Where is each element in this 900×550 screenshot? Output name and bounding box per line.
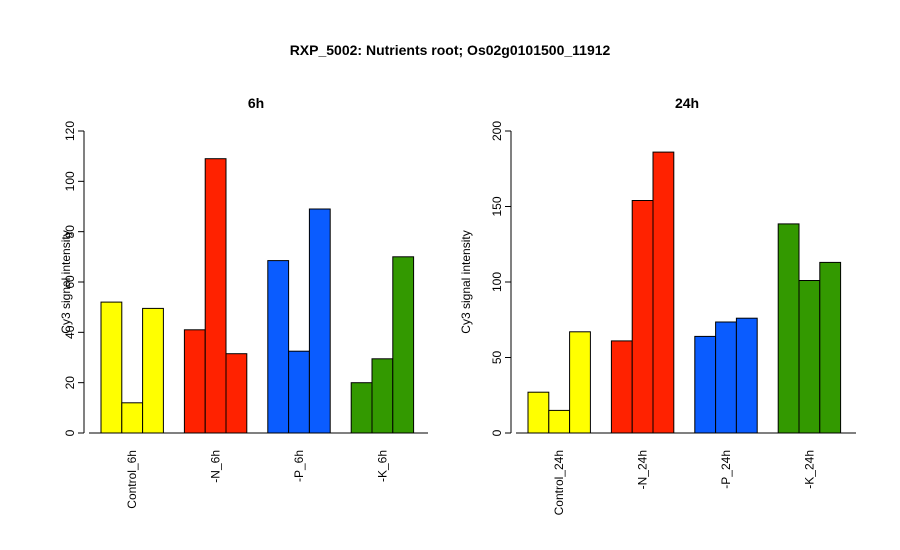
panel-24h: 24h Cy3 signal intensity Control_24h -N_2… [459, 95, 856, 515]
bar [183, 329, 206, 434]
bar [631, 200, 654, 434]
bar [350, 382, 373, 434]
category-label: Control_24h [552, 450, 566, 515]
panel-title: 24h [675, 95, 699, 111]
y-axis-label: Cy3 signal intensity [459, 230, 473, 333]
bar [288, 350, 310, 434]
category-label: -N_24h [636, 450, 650, 489]
bar [225, 353, 248, 434]
bar [819, 261, 842, 434]
bar [204, 158, 227, 434]
panel-6h: 6h Cy3 signal intensity Control_6h -N_6h -… [59, 95, 428, 509]
y-tick-label: 150 [490, 196, 504, 216]
y-tick-label: 0 [490, 429, 504, 436]
bar [392, 256, 415, 434]
category-label: Control_6h [125, 450, 139, 509]
category-label: -P_6h [292, 450, 306, 482]
bar [142, 307, 164, 434]
category-label: -K_24h [802, 450, 816, 489]
y-tick-label: 0 [63, 429, 77, 436]
y-tick-label: 20 [63, 376, 77, 390]
category-label: -K_6h [375, 450, 389, 482]
bar [548, 409, 571, 434]
panel-title: 6h [248, 95, 264, 111]
bar [121, 402, 144, 434]
bar [308, 208, 331, 434]
y-tick-label: 50 [490, 351, 504, 365]
bar [694, 335, 717, 434]
bar [777, 223, 800, 434]
bar [371, 358, 394, 434]
y-axis-label: Cy3 signal intensity [59, 230, 73, 333]
category-label: -P_24h [719, 450, 733, 489]
y-tick-label: 80 [63, 225, 77, 239]
y-tick-label: 100 [490, 272, 504, 292]
y-tick-label: 120 [63, 121, 77, 141]
bar [527, 391, 550, 434]
y-tick-label: 200 [490, 121, 504, 141]
category-label: -N_6h [209, 450, 223, 483]
bar [267, 260, 290, 434]
y-tick-label: 60 [63, 275, 77, 289]
bar [610, 340, 633, 434]
y-tick-label: 100 [63, 171, 77, 191]
bar [735, 317, 758, 434]
bar [715, 321, 737, 434]
bar [798, 280, 821, 434]
bar [100, 301, 123, 434]
figure-title: RXP_5002: Nutrients root; Os02g0101500_1… [290, 42, 611, 58]
bar [569, 331, 591, 434]
bar [652, 151, 675, 434]
y-tick-label: 40 [63, 325, 77, 339]
